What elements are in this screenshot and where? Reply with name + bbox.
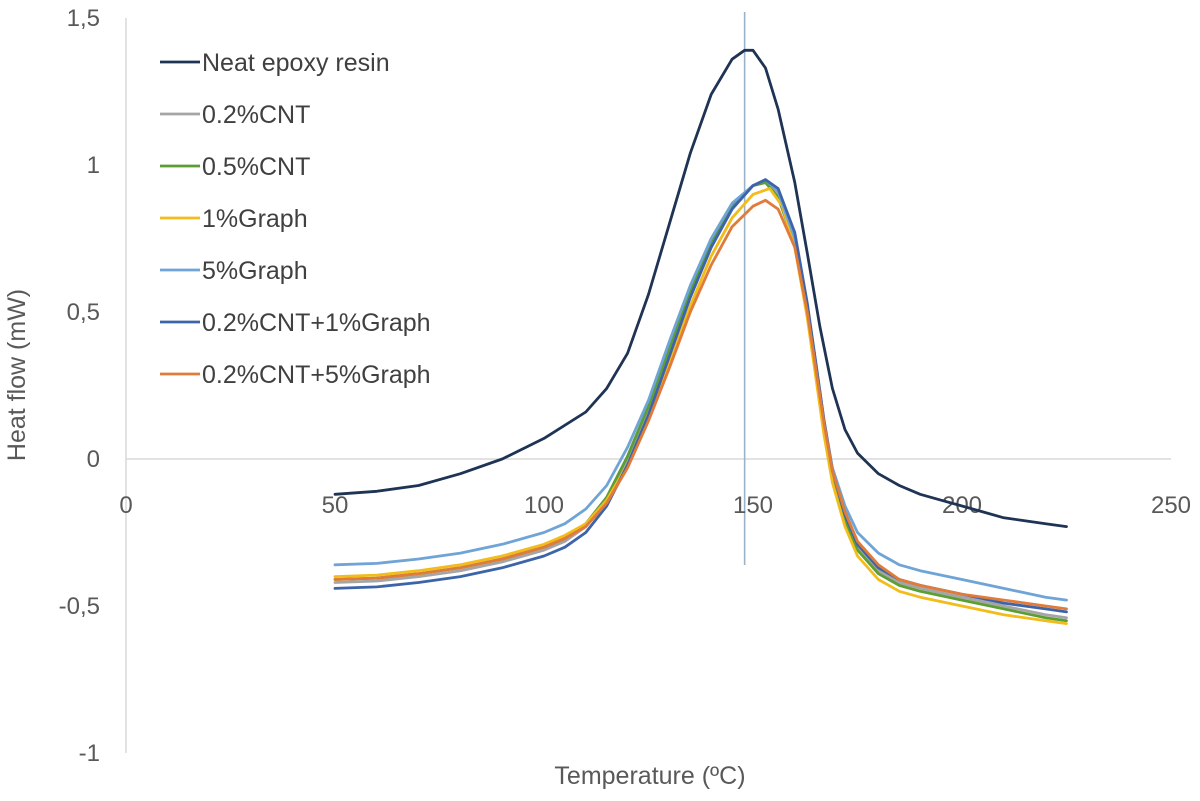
- legend-label: 0.2%CNT+1%Graph: [202, 309, 431, 337]
- y-tick-label: 1: [87, 152, 100, 179]
- legend-label: 5%Graph: [202, 257, 308, 285]
- series-line-0-2-cnt-1-graph: [333, 178, 1068, 614]
- x-axis-title: Temperature (ºC): [554, 762, 745, 790]
- y-tick-label: 0,5: [67, 299, 100, 326]
- plot-area: [333, 48, 1068, 625]
- legend-label: 0.2%CNT: [202, 101, 310, 129]
- series-line-0-2-cnt-5-graph: [333, 198, 1068, 611]
- y-tick-label: -0,5: [59, 593, 100, 620]
- legend-label: Neat epoxy resin: [202, 49, 390, 77]
- y-tick-label: 0: [87, 446, 100, 473]
- x-tick-label: 250: [1151, 492, 1191, 519]
- y-tick-label: -1: [79, 740, 100, 767]
- legend-label: 0.5%CNT: [202, 153, 310, 181]
- legend-label: 1%Graph: [202, 205, 308, 233]
- y-axis-title: Heat flow (mW): [3, 289, 31, 461]
- x-tick-label: 100: [524, 492, 564, 519]
- legend: Neat epoxy resin 0.2%CNT 0.5%CNT 1%Graph 5%G…: [160, 49, 431, 389]
- series-line-1-graph: [333, 187, 1068, 625]
- series-line-5-graph: [333, 178, 1068, 602]
- x-tick-label: 150: [733, 492, 773, 519]
- series-line-0-2-cnt: [333, 178, 1068, 620]
- x-tick-label: 0: [119, 492, 132, 519]
- x-tick-label: 50: [322, 492, 349, 519]
- legend-label: 0.2%CNT+5%Graph: [202, 361, 431, 389]
- series-line-neat-epoxy-resin: [333, 48, 1068, 528]
- y-tick-label: 1,5: [67, 5, 100, 32]
- axes: 1,510,50-0,5-10 50 100 150 200 250: [59, 5, 1191, 767]
